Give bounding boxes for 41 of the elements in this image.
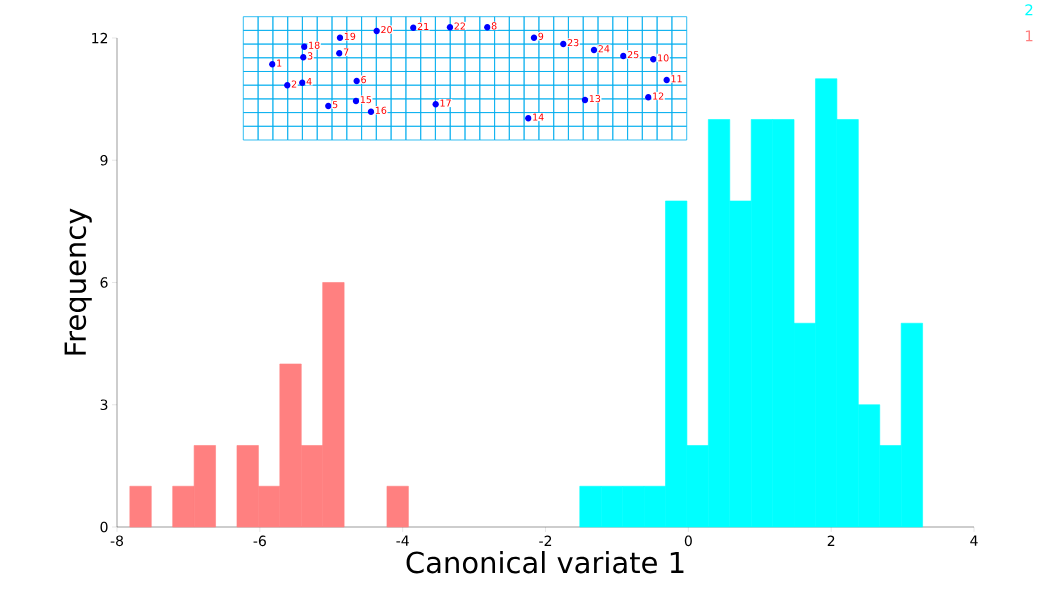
y-tick-label: 0 — [100, 521, 108, 533]
annotation: 23 — [567, 39, 579, 47]
text: 1 — [1025, 30, 1033, 42]
y-tick-label: 3 — [100, 399, 108, 411]
annotation: 25 — [627, 51, 639, 59]
annotation: 2 — [291, 80, 297, 88]
text: 21 — [417, 22, 429, 30]
annotation: 18 — [309, 41, 320, 49]
x-tick-label: 2 — [827, 535, 835, 546]
annotation: 9 — [538, 32, 544, 40]
annotation: 12 — [653, 92, 664, 100]
x-tick-label: -8 — [110, 535, 124, 547]
annotation: 13 — [589, 95, 601, 103]
text: 8 — [491, 22, 497, 30]
x-tick-label: -2 — [539, 535, 552, 546]
y-axis-title: Frequency — [64, 208, 92, 355]
annotation: 1 — [277, 59, 282, 67]
y-tick-label: 12 — [92, 32, 108, 44]
x-tick-label: 4 — [970, 535, 978, 546]
y-tick-label: 6 — [100, 277, 108, 288]
annotation: 17 — [440, 99, 451, 107]
annotation: 3 — [307, 52, 313, 60]
text: 2 — [1025, 4, 1033, 16]
annotation: 10 — [658, 54, 669, 62]
y-tick-label: 9 — [100, 154, 108, 166]
x-axis-title: Canonical variate 1 — [406, 550, 684, 574]
annotation: 19 — [344, 32, 356, 40]
annotation: 11 — [671, 75, 682, 83]
annotation: 5 — [332, 101, 338, 109]
text: 20 — [381, 26, 392, 34]
annotation: 14 — [533, 113, 544, 121]
annotation: 6 — [361, 76, 366, 84]
x-tick-label: 0 — [684, 535, 692, 547]
x-tick-label: -6 — [253, 535, 266, 547]
text: 22 — [454, 22, 465, 30]
annotation: 4 — [306, 77, 312, 85]
annotation: 7 — [343, 48, 349, 56]
x-tick-label: -4 — [396, 535, 409, 546]
annotation: 16 — [375, 106, 387, 114]
annotation: 24 — [598, 45, 610, 53]
annotation: 15 — [360, 96, 372, 104]
